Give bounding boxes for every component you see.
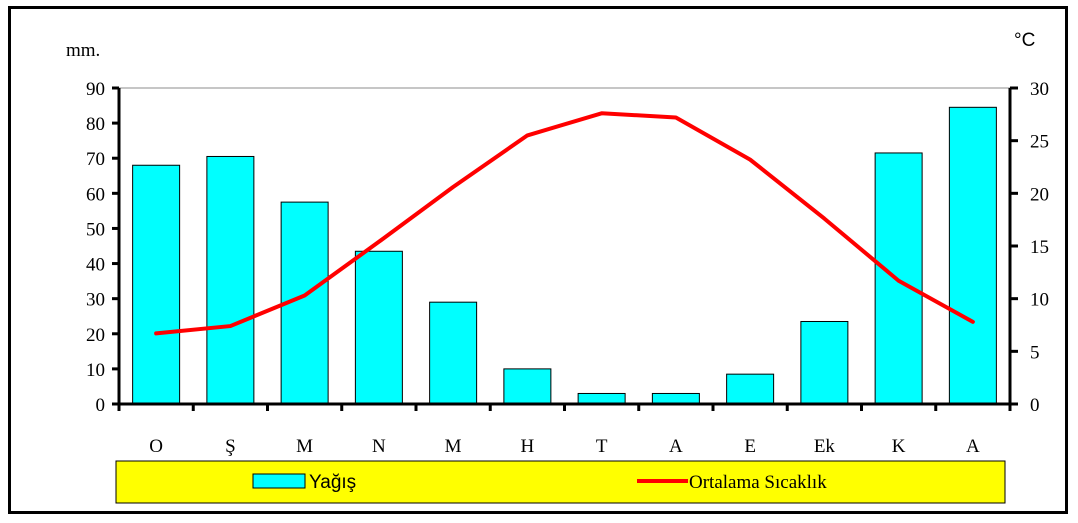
bar-5 — [429, 301, 478, 405]
x-tick-label: M — [296, 436, 313, 457]
bar-10 — [800, 320, 849, 405]
y-left-tick-label: 0 — [96, 395, 106, 416]
legend: Yağış Ortalama Sıcaklık — [115, 460, 1006, 504]
y-left-tick-label: 60 — [86, 184, 105, 205]
x-tick-label: E — [744, 436, 756, 457]
bar-2 — [206, 155, 255, 405]
y-right-tick-label: 10 — [1030, 290, 1049, 311]
bar-1 — [132, 164, 181, 405]
x-tick-label: K — [892, 436, 906, 457]
y-right-tick-label: 20 — [1030, 184, 1049, 205]
x-tick-label: Ş — [225, 436, 236, 457]
legend-box — [115, 460, 1006, 504]
bar-12 — [948, 106, 997, 405]
chart-marks: 0 10 20 30 40 50 60 70 80 90 0 5 10 15 20 25 30 O Ş M N M H T A E… — [86, 79, 1049, 457]
x-tick-label: N — [372, 436, 386, 457]
x-tick-label: M — [445, 436, 462, 457]
x-tick-label: A — [966, 436, 980, 457]
x-tick-label: H — [521, 436, 535, 457]
legend-label-line: Ortalama Sıcaklık — [689, 472, 827, 493]
x-tick-label: T — [596, 436, 608, 457]
y-left-tick-label: 40 — [86, 255, 105, 276]
x-tick-label: A — [669, 436, 683, 457]
y-axis-right-unit: °C — [1014, 30, 1035, 51]
y-right-tick-label: 0 — [1030, 395, 1040, 416]
y-right-tick-label: 25 — [1030, 132, 1049, 153]
y-left-tick-label: 20 — [86, 325, 105, 346]
y-axis-left-unit: mm. — [66, 40, 100, 61]
legend-label-bar: Yağış — [309, 472, 356, 493]
y-right-tick-label: 15 — [1030, 237, 1049, 258]
y-left-tick-label: 70 — [86, 149, 105, 170]
y-left-tick-label: 30 — [86, 290, 105, 311]
x-tick-label: O — [149, 436, 163, 457]
y-left-tick-label: 50 — [86, 219, 105, 240]
y-right-tick-label: 30 — [1030, 79, 1049, 100]
legend-swatch-bar — [252, 473, 306, 489]
y-left-tick-label: 10 — [86, 360, 105, 381]
bar-6 — [503, 368, 552, 405]
y-left-tick-label: 90 — [86, 79, 105, 100]
y-right-tick-label: 5 — [1030, 342, 1040, 363]
bar-4 — [354, 250, 403, 405]
bar-9 — [726, 373, 775, 405]
bar-8 — [651, 392, 700, 405]
x-tick-label: Ek — [814, 436, 836, 457]
y-left-tick-label: 80 — [86, 114, 105, 135]
bar-7 — [577, 392, 626, 405]
temperature-line — [154, 111, 975, 336]
